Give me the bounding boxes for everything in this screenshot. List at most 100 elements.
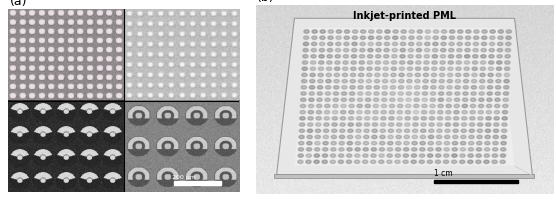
Circle shape — [381, 105, 386, 108]
Circle shape — [328, 37, 333, 40]
Circle shape — [353, 31, 358, 34]
Circle shape — [319, 55, 324, 59]
Circle shape — [460, 148, 465, 151]
Circle shape — [381, 99, 387, 102]
Circle shape — [408, 55, 413, 59]
Circle shape — [341, 105, 346, 108]
Circle shape — [372, 129, 378, 133]
Circle shape — [425, 43, 430, 46]
Circle shape — [495, 92, 500, 96]
Circle shape — [463, 99, 468, 102]
Circle shape — [330, 154, 336, 158]
Circle shape — [396, 123, 402, 127]
Circle shape — [373, 117, 378, 120]
Circle shape — [384, 43, 390, 46]
Circle shape — [330, 160, 335, 164]
Circle shape — [440, 62, 445, 65]
Circle shape — [323, 142, 328, 145]
Circle shape — [412, 142, 417, 145]
Circle shape — [323, 136, 329, 139]
Circle shape — [391, 62, 397, 65]
Circle shape — [485, 129, 490, 133]
Circle shape — [398, 86, 404, 90]
Circle shape — [503, 105, 508, 108]
Circle shape — [484, 154, 489, 158]
Circle shape — [449, 31, 455, 34]
Circle shape — [301, 86, 306, 90]
Circle shape — [497, 55, 502, 59]
Circle shape — [392, 55, 397, 59]
Circle shape — [335, 49, 341, 53]
Circle shape — [489, 43, 495, 46]
Circle shape — [428, 148, 433, 151]
Circle shape — [374, 99, 379, 102]
Circle shape — [477, 136, 482, 139]
Circle shape — [414, 99, 419, 102]
Circle shape — [315, 148, 320, 151]
Circle shape — [348, 123, 354, 127]
Circle shape — [363, 160, 368, 164]
Circle shape — [331, 142, 336, 145]
Circle shape — [458, 31, 463, 34]
Circle shape — [481, 55, 486, 59]
Circle shape — [455, 80, 460, 83]
Circle shape — [423, 92, 428, 96]
Circle shape — [469, 129, 474, 133]
Circle shape — [471, 80, 477, 83]
Circle shape — [327, 62, 332, 65]
Circle shape — [464, 55, 470, 59]
Circle shape — [356, 117, 362, 120]
Circle shape — [379, 160, 384, 164]
Circle shape — [405, 117, 410, 120]
Circle shape — [376, 43, 381, 46]
Circle shape — [445, 123, 450, 127]
Circle shape — [380, 129, 385, 133]
Circle shape — [433, 31, 439, 34]
Circle shape — [447, 80, 453, 83]
Circle shape — [376, 49, 381, 53]
Circle shape — [307, 129, 312, 133]
Circle shape — [399, 74, 404, 77]
Circle shape — [388, 136, 393, 139]
Circle shape — [326, 74, 331, 77]
Circle shape — [316, 111, 321, 114]
Circle shape — [444, 148, 449, 151]
Circle shape — [423, 86, 428, 90]
Circle shape — [460, 160, 465, 164]
Circle shape — [405, 123, 410, 127]
Circle shape — [320, 43, 325, 46]
Circle shape — [304, 37, 309, 40]
Circle shape — [414, 105, 419, 108]
Circle shape — [397, 117, 402, 120]
Circle shape — [381, 117, 386, 120]
Circle shape — [391, 68, 396, 71]
Circle shape — [300, 117, 305, 120]
Circle shape — [461, 117, 467, 120]
Circle shape — [458, 37, 463, 40]
Circle shape — [364, 123, 370, 127]
Circle shape — [398, 99, 403, 102]
Circle shape — [474, 37, 479, 40]
Circle shape — [498, 43, 503, 46]
Circle shape — [363, 154, 368, 158]
Circle shape — [347, 142, 353, 145]
Circle shape — [506, 37, 511, 40]
Circle shape — [374, 86, 379, 90]
Circle shape — [354, 160, 360, 164]
Circle shape — [448, 68, 453, 71]
Circle shape — [312, 31, 317, 34]
Circle shape — [443, 160, 449, 164]
Circle shape — [342, 68, 348, 71]
Circle shape — [422, 105, 427, 108]
Circle shape — [476, 142, 482, 145]
Circle shape — [462, 105, 468, 108]
Circle shape — [315, 142, 320, 145]
Circle shape — [379, 154, 384, 158]
Circle shape — [340, 129, 345, 133]
Circle shape — [495, 86, 501, 90]
Circle shape — [448, 62, 453, 65]
Circle shape — [432, 55, 438, 59]
Circle shape — [369, 31, 374, 34]
Text: 1 cm: 1 cm — [434, 168, 453, 177]
Circle shape — [364, 129, 369, 133]
